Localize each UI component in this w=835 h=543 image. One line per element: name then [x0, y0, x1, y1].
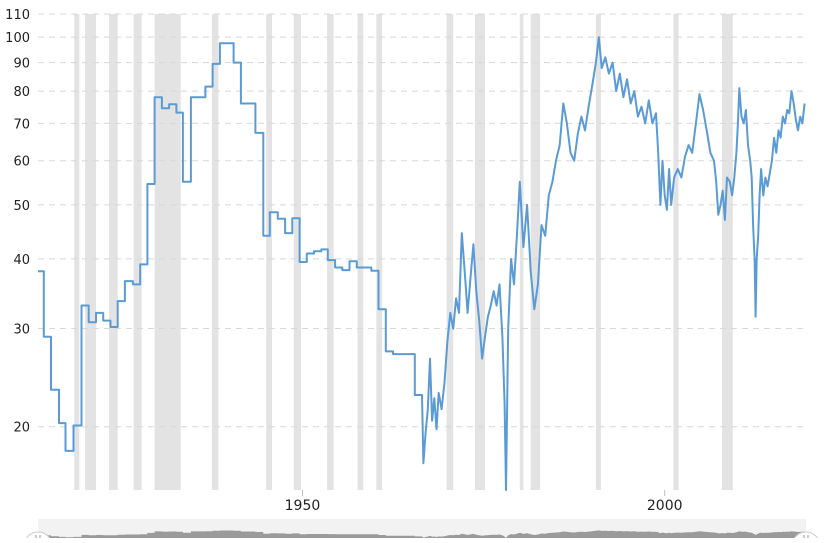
x-axis-ticks: 1950 2000	[285, 490, 683, 514]
y-tick-label: 40	[13, 253, 30, 268]
shaded-period-5	[211, 14, 219, 490]
y-tick-label: 100	[5, 31, 30, 46]
shaded-period-7	[293, 14, 302, 490]
shaded-period-1	[85, 14, 96, 490]
x-tick-label: 2000	[647, 498, 683, 514]
shaded-period-12	[474, 14, 486, 490]
shaded-period-15	[595, 14, 601, 490]
shaded-period-17	[721, 14, 733, 490]
range-navigator[interactable]	[23, 519, 821, 543]
y-tick-label: 90	[13, 57, 30, 72]
y-tick-label: 80	[13, 85, 30, 100]
shaded-period-14	[530, 14, 541, 490]
y-axis-ticks: 20 30 40 50 60 70 80 90 100 110	[5, 8, 30, 436]
shaded-period-2	[109, 14, 118, 490]
shaded-period-4	[154, 14, 181, 490]
shaded-period-8	[327, 14, 334, 490]
navigator-mini-series	[38, 530, 805, 538]
gridlines	[38, 13, 806, 428]
shaded-period-13	[519, 14, 524, 490]
x-tick-label: 1950	[285, 498, 321, 514]
series-line	[38, 36, 806, 491]
shaded-period-3	[133, 14, 142, 490]
shaded-period-11	[446, 14, 454, 490]
y-tick-label: 50	[13, 199, 30, 214]
y-tick-label: 20	[13, 421, 30, 436]
shaded-period-0	[74, 14, 80, 490]
y-tick-label: 110	[5, 8, 30, 23]
y-tick-label: 70	[13, 117, 30, 132]
shaded-period-9	[357, 14, 364, 490]
shaded-period-6	[266, 14, 273, 490]
y-tick-label: 60	[13, 155, 30, 170]
recession-bands	[74, 14, 733, 490]
shaded-period-10	[376, 14, 383, 490]
y-tick-label: 30	[13, 323, 30, 338]
shaded-period-16	[673, 14, 679, 490]
